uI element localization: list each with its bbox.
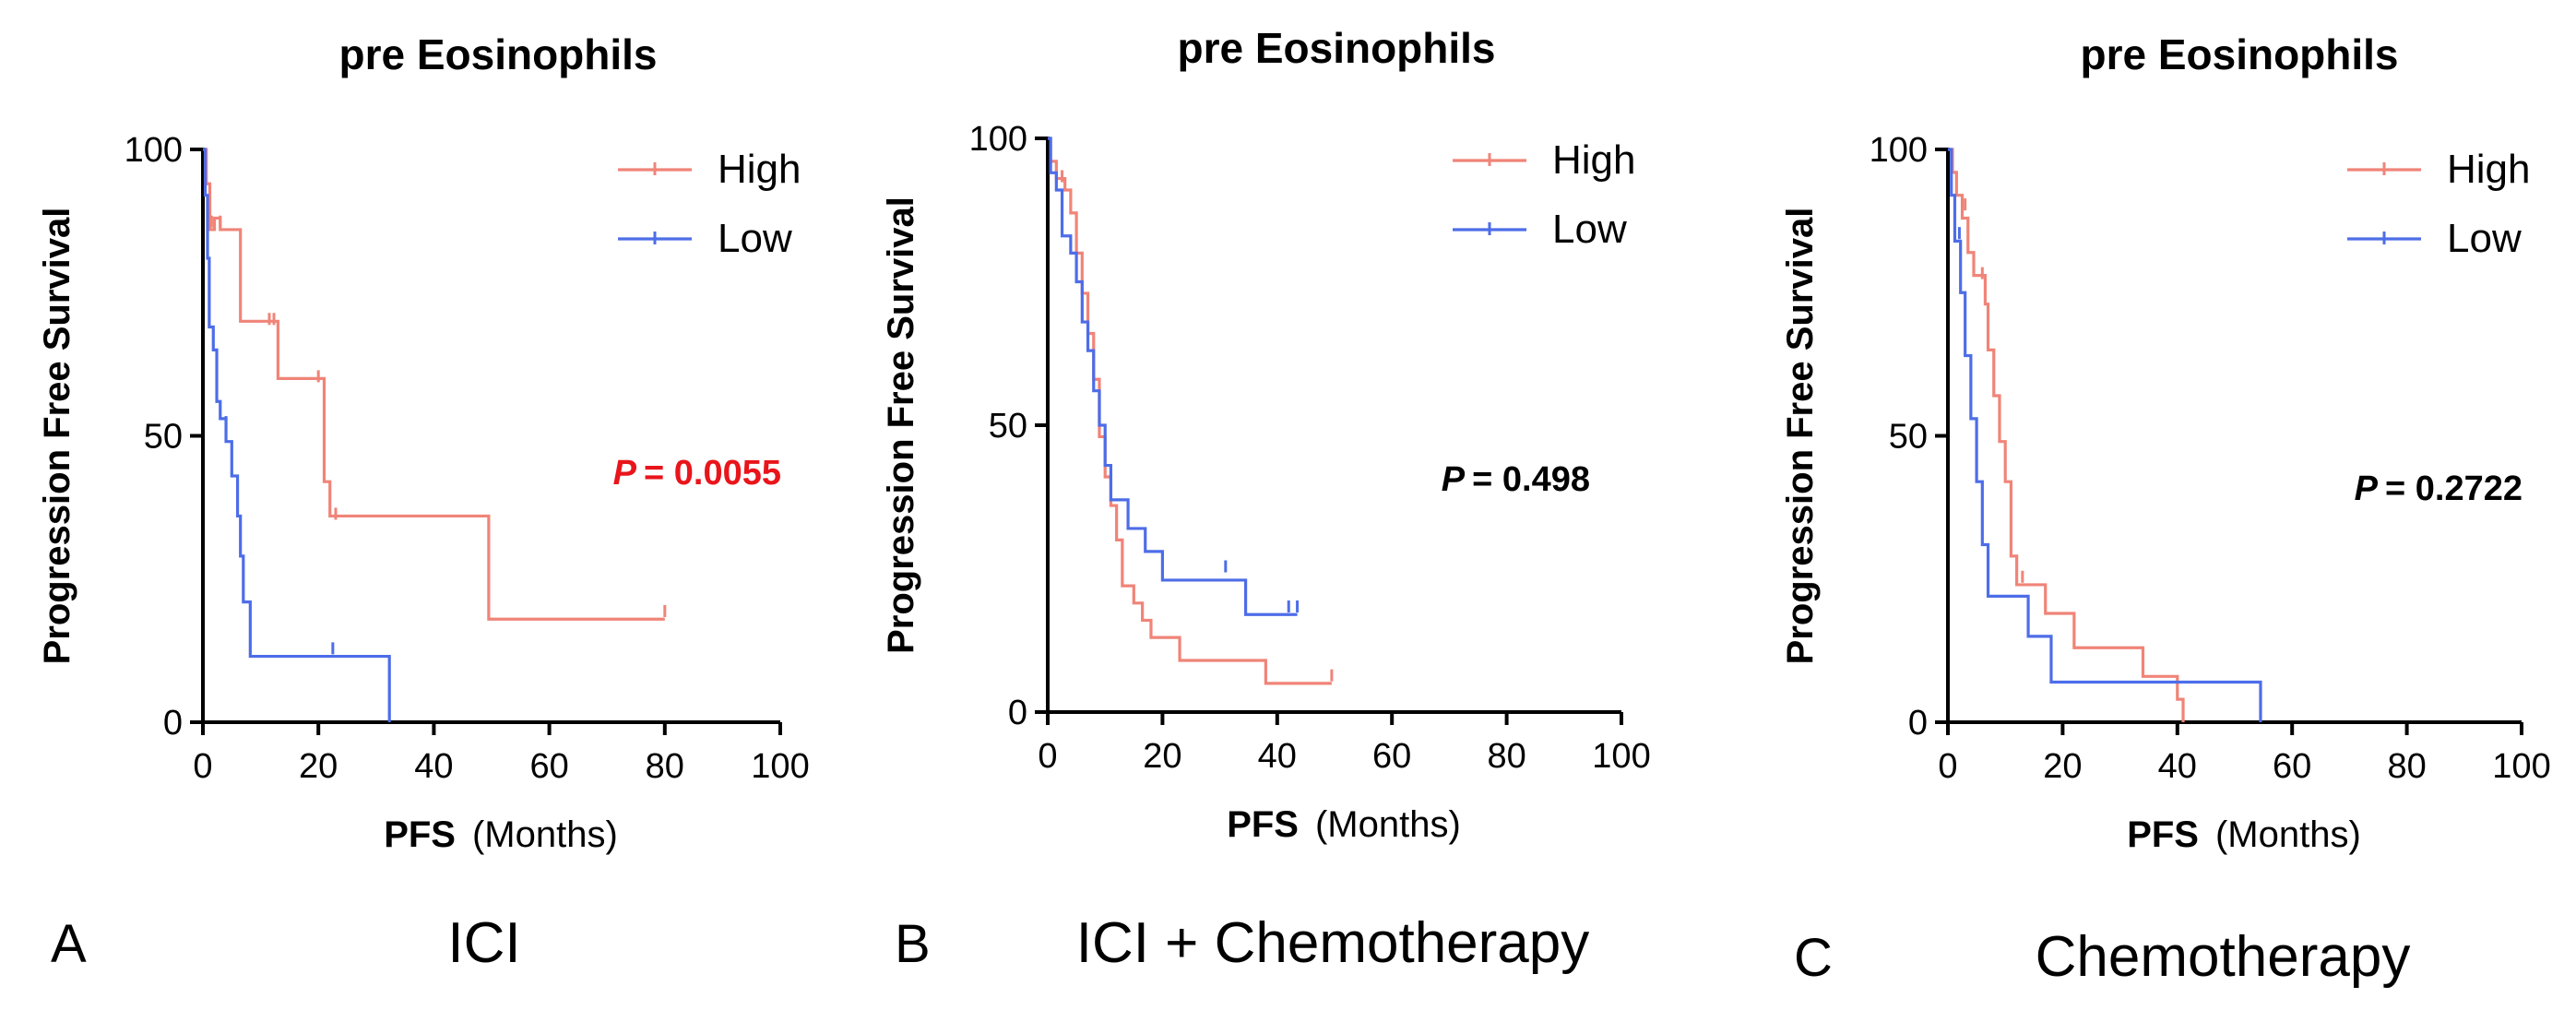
- panel-c: pre Eosinophils 0 50 100 0 20 40 60 80 100 Progres…: [1780, 30, 2551, 989]
- series-low: [1048, 137, 1300, 616]
- x-tick-label: 60: [1372, 737, 1411, 776]
- x-tick-label: 100: [1592, 737, 1650, 776]
- p-value-symbol: P: [613, 454, 637, 493]
- panel-letter: A: [51, 914, 87, 974]
- chart-title: pre Eosinophils: [2080, 30, 2398, 78]
- x-tick-label: 0: [193, 747, 212, 786]
- x-tick-label: 40: [2158, 747, 2197, 786]
- x-tick-label: 20: [1143, 737, 1181, 776]
- y-tick-label: 50: [144, 418, 183, 457]
- series-low: [203, 148, 391, 722]
- panel-group-name: ICI + Chemotherapy: [1076, 911, 1590, 975]
- panel-letter: B: [895, 914, 931, 974]
- km-curve-low: [1048, 137, 1298, 616]
- x-axis-label: PFS (Months): [1227, 804, 1461, 845]
- x-tick-label: 80: [2387, 747, 2426, 786]
- panel-b: pre Eosinophils 0 50 100 0 20 40 60 80 100 Progres…: [881, 24, 1651, 975]
- chart-title: pre Eosinophils: [1177, 24, 1495, 72]
- legend-label-low: Low: [2447, 216, 2522, 261]
- x-tick-label: 0: [1038, 737, 1057, 776]
- y-tick-label: 100: [1870, 131, 1928, 170]
- p-value-number: = 0.498: [1472, 460, 1590, 499]
- y-tick-label: 0: [1908, 704, 1928, 743]
- km-curve-low: [1948, 148, 2262, 722]
- km-curve-high: [1948, 148, 2185, 722]
- x-axis-label-bold: PFS: [1227, 804, 1299, 845]
- p-value-label: P = 0.498: [1442, 460, 1590, 499]
- series-low: [1948, 148, 2262, 722]
- p-value-number: = 0.0055: [644, 454, 781, 493]
- p-value-symbol: P: [1442, 460, 1466, 499]
- y-axis-label: Progression Free Survival: [37, 208, 77, 665]
- legend-label-low: Low: [718, 216, 792, 261]
- legend-label-high: High: [2447, 147, 2531, 192]
- p-value-label: P = 0.0055: [613, 454, 781, 493]
- series-high: [1948, 148, 2185, 722]
- p-value-symbol: P: [2355, 469, 2379, 508]
- x-tick-label: 40: [414, 747, 453, 786]
- legend-label-high: High: [1552, 137, 1636, 183]
- x-tick-label: 20: [299, 747, 338, 786]
- x-tick-label: 40: [1258, 737, 1297, 776]
- y-tick-label: 50: [989, 407, 1027, 446]
- x-axis-label-unit: (Months): [472, 814, 618, 855]
- x-tick-label: 100: [2492, 747, 2550, 786]
- x-axis-label: PFS (Months): [384, 814, 618, 855]
- series-high: [203, 148, 667, 621]
- p-value-label: P = 0.2722: [2355, 469, 2523, 508]
- legend-label-high: High: [718, 147, 801, 192]
- x-tick-label: 80: [646, 747, 684, 786]
- p-value-number: = 0.2722: [2385, 469, 2523, 508]
- panel-a: pre Eosinophils 0 50 100 0 20 40 60 80 100 Progres…: [37, 30, 810, 975]
- x-tick-label: 100: [751, 747, 809, 786]
- x-tick-label: 60: [529, 747, 568, 786]
- x-axis-label-bold: PFS: [2127, 814, 2199, 855]
- km-curve-high: [203, 148, 665, 621]
- legend-label-low: Low: [1552, 207, 1627, 252]
- y-tick-label: 100: [969, 120, 1027, 159]
- y-tick-label: 0: [163, 704, 183, 743]
- x-axis-label-bold: PFS: [384, 814, 456, 855]
- panel-group-name: Chemotherapy: [2036, 925, 2411, 989]
- panel-group-name: ICI: [447, 911, 520, 975]
- y-tick-label: 100: [125, 131, 183, 170]
- x-tick-label: 80: [1487, 737, 1525, 776]
- chart-title: pre Eosinophils: [338, 30, 657, 78]
- y-tick-label: 50: [1889, 418, 1928, 457]
- y-tick-label: 0: [1008, 694, 1027, 732]
- x-axis-label: PFS (Months): [2127, 814, 2361, 855]
- panel-letter: C: [1794, 928, 1833, 988]
- x-tick-label: 20: [2043, 747, 2082, 786]
- x-tick-label: 60: [2273, 747, 2311, 786]
- y-axis-label: Progression Free Survival: [1780, 208, 1821, 665]
- x-axis-label-unit: (Months): [2215, 814, 2361, 855]
- x-axis-label-unit: (Months): [1315, 804, 1461, 845]
- km-curve-low: [203, 148, 391, 722]
- x-tick-label: 0: [1938, 747, 1957, 786]
- y-axis-label: Progression Free Survival: [881, 196, 921, 654]
